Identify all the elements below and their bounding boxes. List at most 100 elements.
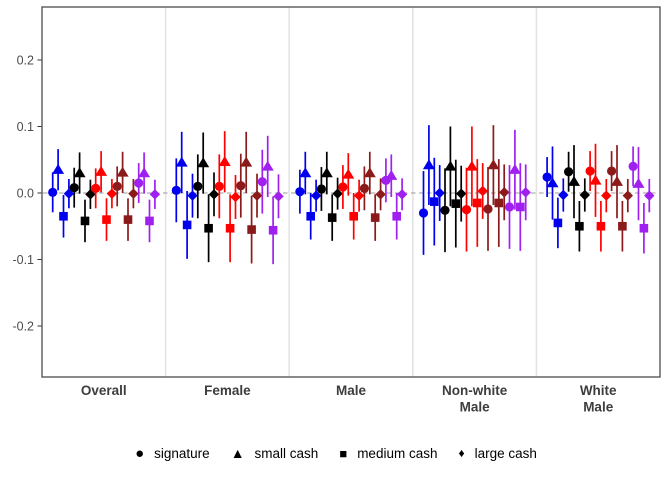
point-square	[306, 211, 315, 221]
point-circle	[69, 183, 79, 193]
y-tick-label: 0.1	[17, 120, 34, 134]
point-square	[123, 215, 133, 224]
point-square	[553, 218, 563, 228]
point-circle	[48, 187, 58, 197]
point-square	[430, 197, 439, 206]
point-diamond	[558, 189, 569, 201]
point-triangle	[487, 159, 500, 170]
legend-item-medium-cash: ■ medium cash	[339, 446, 437, 461]
point-square	[596, 221, 606, 231]
point-square	[618, 221, 627, 231]
point-circle	[171, 185, 181, 195]
point-square	[473, 198, 482, 208]
point-square	[80, 216, 90, 226]
legend-item-label: large cash	[474, 445, 537, 461]
point-square	[204, 223, 213, 233]
legend-item-label: small cash	[254, 445, 319, 461]
point-circle	[236, 181, 246, 191]
triangle-icon: ▲	[230, 445, 245, 461]
point-circle	[564, 167, 574, 177]
point-circle	[338, 182, 348, 192]
point-triangle	[465, 160, 478, 171]
point-diamond	[434, 187, 445, 199]
legend-item-large-cash: ♦ large cash	[458, 446, 536, 461]
point-triangle	[299, 167, 312, 178]
point-triangle	[632, 177, 645, 188]
point-circle	[359, 183, 369, 193]
point-diamond	[353, 190, 365, 201]
point-triangle	[240, 156, 253, 167]
y-tick-label: -0.2	[12, 319, 34, 333]
point-diamond	[106, 188, 118, 199]
point-circle	[134, 178, 144, 188]
point-triangle	[611, 175, 623, 186]
point-circle	[542, 172, 552, 182]
point-triangle	[175, 156, 188, 167]
y-tick-label: 0.0	[17, 186, 34, 200]
point-circle	[504, 202, 515, 212]
point-triangle	[589, 174, 602, 185]
point-circle	[257, 177, 267, 187]
point-triangle	[342, 168, 355, 179]
point-triangle	[95, 165, 108, 176]
point-circle	[461, 205, 472, 215]
point-triangle	[52, 163, 65, 174]
point-diamond	[644, 190, 655, 201]
point-diamond	[622, 190, 633, 201]
point-triangle	[138, 167, 151, 178]
point-circle	[483, 204, 493, 214]
point-circle	[440, 205, 450, 215]
point-triangle	[546, 177, 559, 188]
point-circle	[607, 166, 617, 176]
point-square	[268, 225, 278, 235]
point-square	[639, 223, 649, 233]
point-diamond	[456, 188, 467, 199]
legend-item-signature: ● signature	[135, 446, 210, 461]
point-diamond	[230, 191, 241, 203]
point-square	[102, 215, 111, 224]
point-triangle	[444, 160, 457, 171]
point-diamond	[149, 189, 161, 200]
point-square	[145, 216, 154, 226]
point-square	[370, 213, 380, 222]
point-triangle	[218, 155, 231, 166]
point-diamond	[128, 188, 139, 199]
point-circle	[193, 181, 203, 191]
point-square	[349, 211, 358, 221]
y-tick-label: 0.2	[17, 53, 34, 67]
point-square	[451, 199, 461, 208]
point-diamond	[208, 189, 220, 200]
point-triangle	[363, 167, 376, 178]
point-triangle	[385, 169, 398, 180]
legend-item-label: signature	[154, 445, 210, 461]
point-triangle	[568, 175, 580, 186]
point-circle	[112, 181, 122, 191]
point-diamond	[499, 187, 510, 198]
point-square	[327, 213, 337, 222]
point-square	[247, 225, 256, 234]
point-circle	[316, 184, 326, 194]
point-square	[494, 198, 504, 208]
point-circle	[628, 161, 638, 171]
point-circle	[418, 208, 429, 218]
x-axis-facet-label: Non-white Male	[442, 383, 508, 415]
panel-border	[41, 6, 661, 378]
point-circle	[91, 183, 101, 193]
point-diamond	[520, 187, 531, 198]
facet-pointrange-chart: 0.2 0.1 0.0 -0.1 -0.2 Overall Female Male Non-wh…	[12, 6, 661, 415]
point-square	[59, 211, 68, 221]
point-square	[392, 211, 401, 221]
x-axis-facet-label: Female	[204, 383, 251, 398]
x-axis-facet-label: Overall	[81, 383, 127, 398]
point-triangle	[320, 167, 333, 178]
point-diamond	[396, 189, 408, 200]
legend-item-label: medium cash	[357, 445, 438, 461]
point-diamond	[332, 188, 343, 199]
point-diamond	[601, 190, 612, 201]
point-circle	[295, 187, 305, 197]
point-triangle	[116, 166, 129, 177]
diamond-icon: ♦	[458, 446, 465, 460]
point-diamond	[187, 190, 198, 201]
circle-icon: ●	[135, 444, 145, 462]
